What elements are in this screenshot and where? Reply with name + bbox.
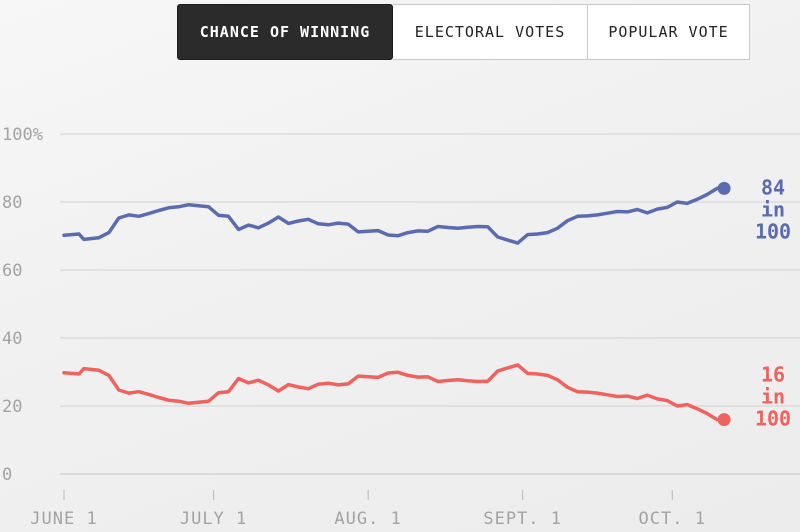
series-line-1	[62, 363, 719, 422]
tab-electoral-votes[interactable]: ELECTORAL VOTES	[393, 4, 588, 60]
x-tick-label-4: OCT. 1	[639, 509, 706, 529]
series-end-label-0-1: in	[761, 197, 785, 221]
y-tick-label-20: 20	[2, 397, 22, 417]
series-end-label-0-2: 100	[755, 219, 791, 243]
y-tick-label-80: 80	[2, 193, 22, 213]
x-tick-label-2: AUG. 1	[334, 509, 401, 529]
x-tick-label-1: JULY 1	[180, 509, 247, 529]
series-end-label-1-1: in	[761, 385, 785, 409]
series-end-label-0-0: 84	[761, 175, 785, 199]
series-lines	[62, 181, 731, 427]
view-tabs: CHANCE OF WINNING ELECTORAL VOTES POPULA…	[177, 4, 750, 62]
y-tick-label-0: 0	[2, 465, 12, 485]
tab-chance-of-winning[interactable]: CHANCE OF WINNING	[177, 4, 393, 60]
y-tick-label-40: 40	[2, 329, 22, 349]
x-axis: JUNE 1 JULY 1 AUG. 1 SEPT. 1 OCT. 1	[30, 490, 706, 529]
gridlines: 0 20 40 60 80 100%	[2, 125, 800, 485]
y-tick-label-100: 100%	[2, 125, 43, 145]
series-end-dot-1	[717, 413, 731, 427]
y-tick-label-60: 60	[2, 261, 22, 281]
x-tick-label-3: SEPT. 1	[483, 509, 562, 529]
series-end-label-1-2: 100	[755, 407, 791, 431]
tab-popular-vote[interactable]: POPULAR VOTE	[588, 4, 750, 60]
series-end-label-1-0: 16	[761, 363, 785, 387]
series-line-0	[62, 186, 719, 245]
series-end-dot-0	[717, 181, 731, 195]
x-tick-label-0: JUNE 1	[30, 509, 97, 529]
